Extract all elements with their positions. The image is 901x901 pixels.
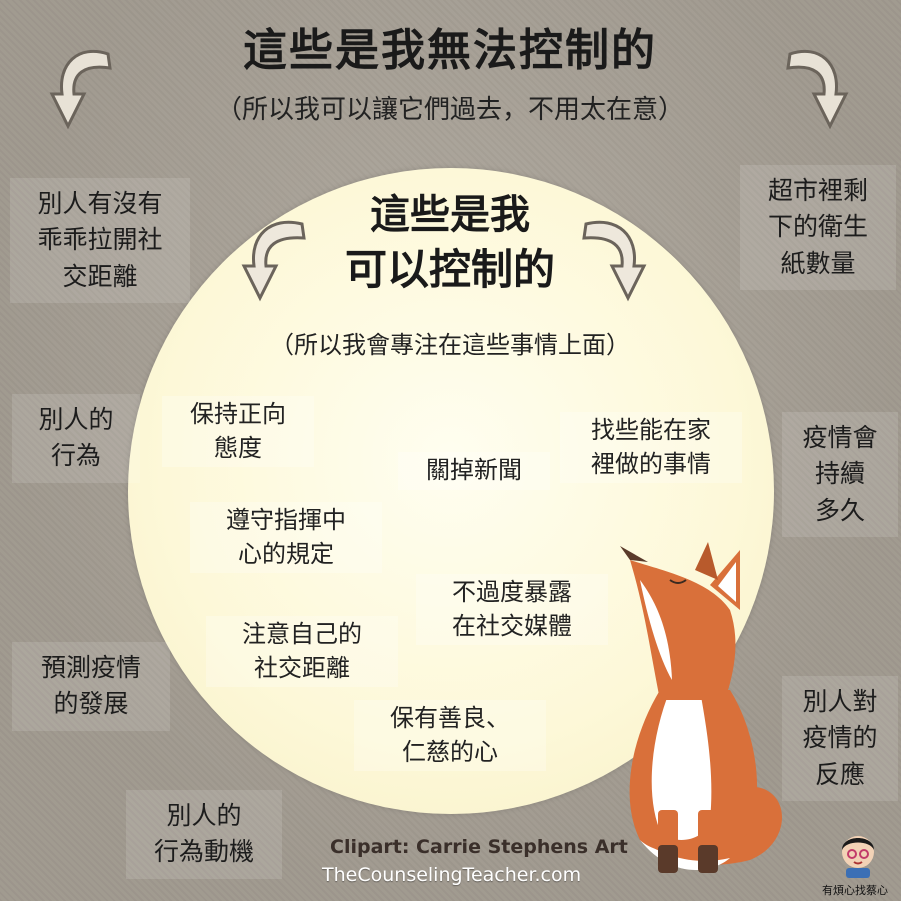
outer-title: 這些是我無法控制的 [243,25,657,76]
uncontrollable-item: 預測疫情 的發展 [12,642,170,731]
inner-title: 這些是我 可以控制的 [300,188,600,299]
inner-subtitle: （所以我會專注在這些事情上面） [270,331,630,359]
controllable-item: 關掉新聞 [398,452,550,490]
curved-arrow-left-inner-icon [241,220,306,302]
controllable-item: 不過度暴露 在社交媒體 [416,574,608,646]
curved-arrow-right-inner-icon [582,220,647,302]
website-credit: TheCounselingTeacher.com [322,864,582,886]
uncontrollable-item: 疫情會 持續 多久 [782,412,898,537]
outer-subtitle: （所以我可以讓它們過去，不用太在意） [215,95,684,125]
controllable-item: 遵守指揮中 心的規定 [190,502,382,574]
avatar-logo-icon [842,836,874,878]
uncontrollable-item: 別人對 疫情的 反應 [782,676,898,801]
clipart-credit: Clipart: Carrie Stephens Art [330,836,628,858]
inner-title-line1: 這些是我 [370,192,530,238]
curved-arrow-right-outer-icon [786,49,849,130]
logo-caption: 有煩心找蔡心 [822,884,888,897]
uncontrollable-item: 超市裡剩 下的衛生 紙數量 [740,165,896,290]
curved-arrow-left-outer-icon [49,49,112,130]
uncontrollable-item: 別人的 行為 [12,394,140,483]
controllable-item: 注意自己的 社交距離 [206,616,398,688]
uncontrollable-item: 別人有沒有 乖乖拉開社 交距離 [10,178,190,303]
controllable-item: 保有善良、 仁慈的心 [354,700,546,772]
controllable-item: 找些能在家 裡做的事情 [560,412,742,484]
fox-illustration [620,542,783,873]
inner-title-line2: 可以控制的 [344,245,555,294]
controllable-item: 保持正向 態度 [162,396,314,468]
uncontrollable-item: 別人的 行為動機 [126,790,282,879]
